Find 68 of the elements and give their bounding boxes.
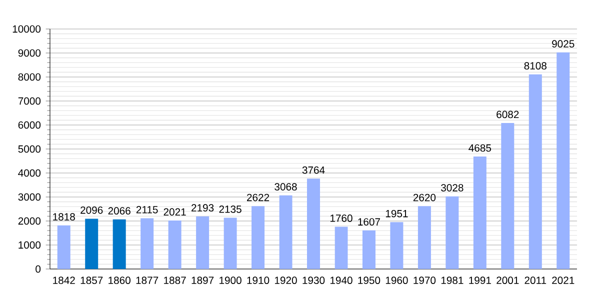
x-tick-label: 2001 (496, 276, 519, 284)
bar (528, 74, 542, 269)
bar (307, 178, 320, 269)
data-label: 2620 (413, 194, 436, 202)
x-tick-label: 1857 (80, 276, 103, 284)
y-tick-label: 5000 (18, 145, 41, 153)
x-tick-label: 1860 (108, 276, 130, 284)
bar (362, 230, 376, 269)
x-tick-label: 2011 (524, 276, 546, 284)
bar (112, 219, 126, 269)
data-label: 2096 (80, 206, 103, 214)
bar (556, 52, 570, 269)
x-tick-label: 1950 (358, 276, 380, 284)
bar (140, 218, 154, 269)
data-label: 1760 (330, 214, 352, 222)
y-tick-label: 6000 (18, 121, 41, 129)
y-tick-label: 1000 (18, 241, 41, 249)
x-tick-label: 1981 (441, 276, 464, 284)
bar (390, 222, 404, 269)
data-label: 3028 (441, 184, 464, 192)
bar (279, 195, 292, 269)
x-tick-label: 1940 (330, 276, 352, 284)
bar (57, 225, 70, 269)
data-label: 8108 (524, 62, 546, 70)
data-label: 3764 (302, 166, 325, 174)
bar (85, 218, 98, 269)
y-tick-label: 7000 (18, 97, 41, 105)
y-tick-label: 10000 (12, 25, 41, 33)
data-label: 1607 (358, 218, 380, 226)
data-label: 2193 (192, 204, 214, 212)
x-tick-label: 1900 (220, 276, 242, 284)
y-tick-label: 8000 (18, 73, 41, 81)
bar (168, 220, 182, 269)
y-tick-label: 9000 (18, 49, 41, 57)
x-tick-label: 1930 (302, 276, 325, 284)
bar (418, 206, 431, 269)
y-tick-label: 4000 (18, 169, 41, 177)
data-label: 2115 (136, 206, 158, 214)
data-label: 2135 (219, 206, 242, 213)
data-label: 2622 (247, 194, 270, 202)
x-tick-label: 1970 (414, 276, 436, 284)
bar (252, 206, 265, 269)
x-tick-label: 1960 (386, 276, 408, 284)
data-label: 4685 (468, 144, 492, 152)
data-label: 1818 (53, 213, 75, 220)
data-label: 3068 (274, 183, 297, 190)
x-tick-label: 1877 (136, 276, 158, 284)
x-tick-label: 1842 (53, 276, 75, 284)
bar (334, 226, 348, 269)
data-label: 2066 (108, 207, 130, 215)
data-label: 2021 (164, 208, 186, 216)
x-tick-label: 1887 (164, 276, 186, 284)
bar (224, 218, 237, 269)
bar (501, 123, 514, 269)
bar (446, 196, 459, 269)
data-label: 6082 (496, 110, 519, 118)
x-tick-label: 2021 (552, 276, 574, 284)
y-tick-label: 0 (36, 265, 41, 273)
x-tick-label: 1897 (192, 276, 214, 284)
bar (473, 156, 486, 269)
data-label: 1951 (386, 210, 408, 218)
data-label: 9025 (552, 40, 574, 48)
y-tick-label: 3000 (18, 193, 41, 201)
x-tick-label: 1991 (469, 276, 491, 284)
x-tick-label: 1920 (275, 276, 297, 284)
bar (196, 216, 210, 269)
y-tick-label: 2000 (18, 217, 41, 225)
x-tick-label: 1910 (247, 276, 270, 284)
